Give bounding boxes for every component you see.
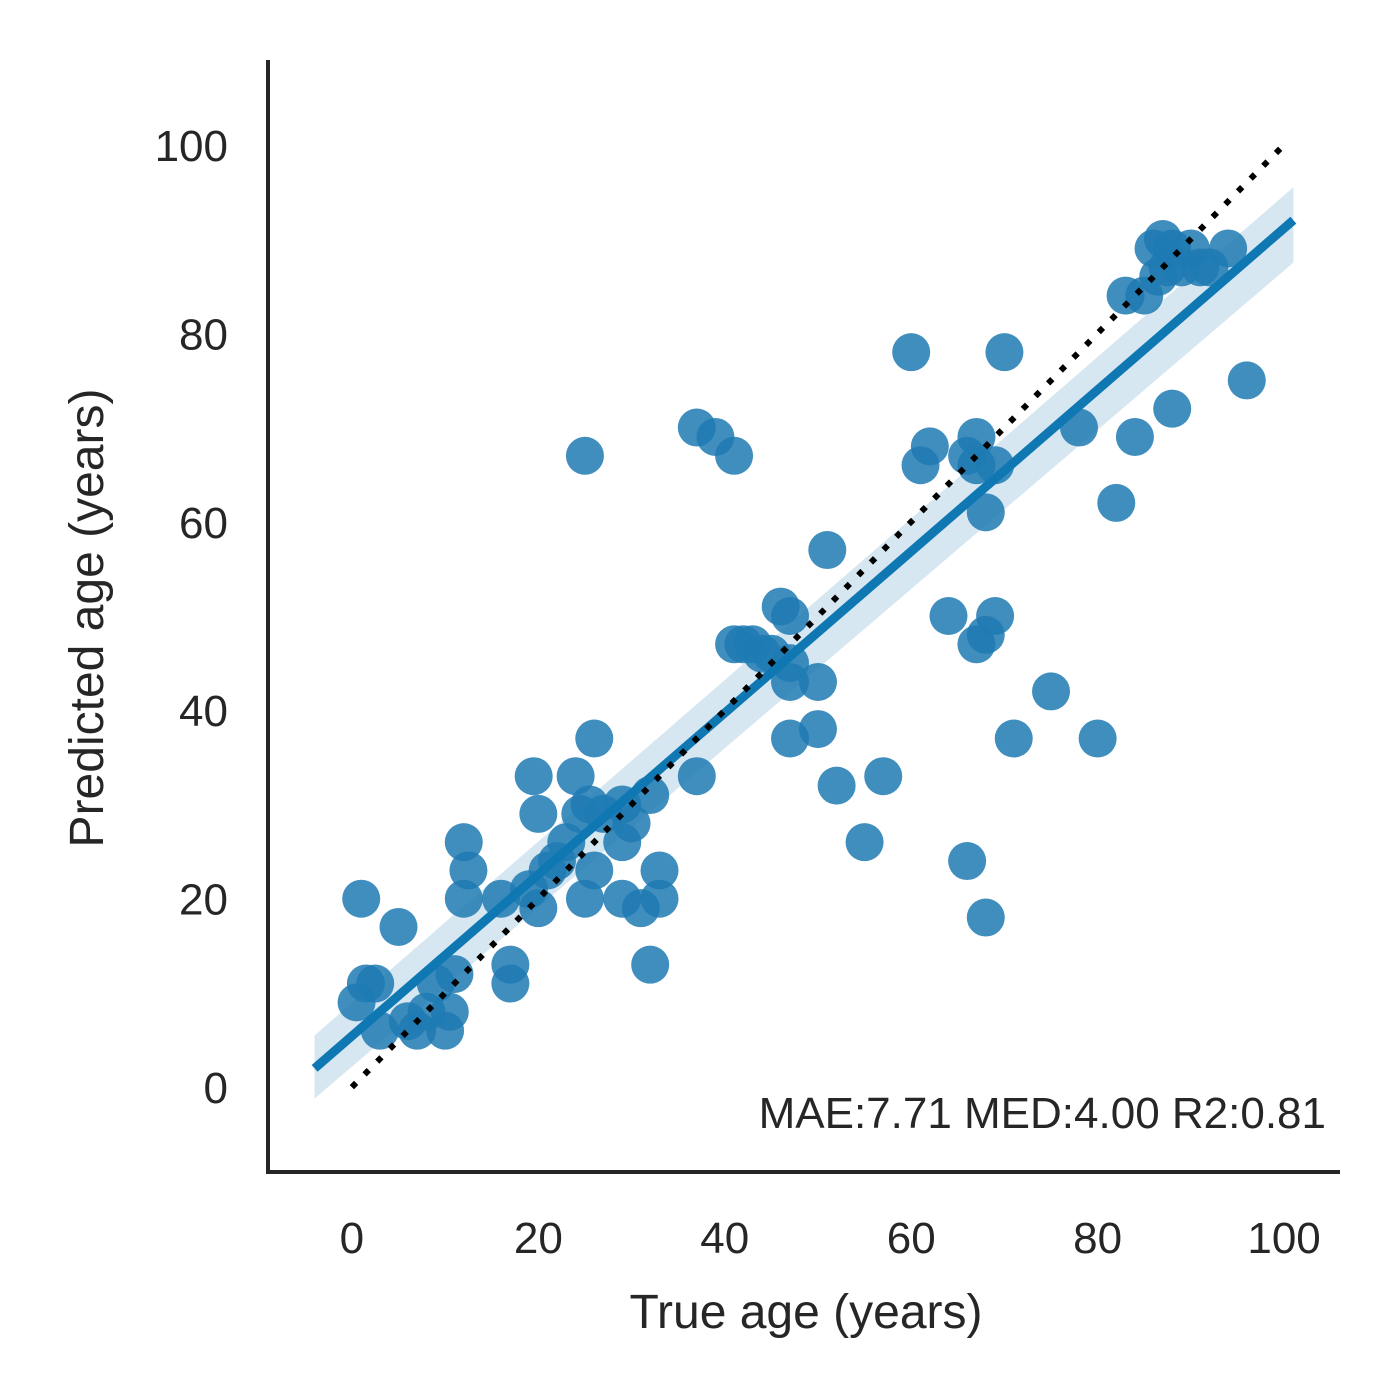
data-point — [948, 842, 987, 881]
data-point — [1115, 417, 1154, 456]
x-tick-label: 80 — [1073, 1214, 1122, 1263]
data-point — [435, 955, 474, 994]
data-point — [1153, 389, 1192, 428]
x-axis-label: True age (years) — [629, 1286, 982, 1339]
identity-line — [349, 142, 1287, 1090]
data-point — [640, 879, 679, 918]
data-point — [966, 898, 1005, 937]
x-tick-label: 100 — [1247, 1214, 1320, 1263]
data-point — [430, 992, 469, 1031]
data-point — [1209, 229, 1248, 268]
data-points-layer — [337, 220, 1266, 1050]
data-point — [892, 333, 931, 372]
data-point — [575, 851, 614, 890]
data-point — [565, 436, 604, 475]
data-point — [379, 907, 418, 946]
data-point — [449, 851, 488, 890]
x-tick-label: 60 — [887, 1214, 936, 1263]
data-point — [491, 964, 530, 1003]
y-axis-label: Predicted age (years) — [61, 389, 114, 848]
data-point — [556, 757, 595, 796]
x-tick-labels: 0 20 40 60 80 100 — [340, 1214, 1321, 1263]
data-point — [575, 719, 614, 758]
data-point — [547, 823, 586, 862]
x-tick-label: 40 — [700, 1214, 749, 1263]
data-point — [994, 719, 1033, 758]
data-point — [1227, 361, 1266, 400]
data-point — [808, 531, 847, 570]
data-point — [864, 757, 903, 796]
data-point — [798, 662, 837, 701]
data-point — [519, 794, 558, 833]
data-point — [976, 597, 1015, 635]
data-point — [985, 333, 1024, 372]
data-point — [1097, 483, 1136, 522]
y-tick-label: 100 — [155, 122, 228, 171]
data-point — [514, 757, 553, 796]
metrics-annotation: MAE:7.71 MED:4.00 R2:0.81 — [759, 1089, 1326, 1138]
y-tick-labels: 0 20 40 60 80 100 — [155, 122, 228, 1113]
lines-layer — [311, 142, 1297, 1090]
data-point — [1078, 719, 1117, 758]
data-point — [342, 879, 381, 918]
x-tick-label: 20 — [514, 1214, 563, 1263]
axes-layer — [266, 60, 1340, 1174]
data-point — [677, 757, 716, 796]
data-point — [966, 493, 1005, 532]
x-tick-label: 0 — [340, 1214, 364, 1263]
y-tick-label: 60 — [179, 499, 228, 548]
data-point — [1032, 672, 1071, 711]
data-point — [929, 597, 968, 635]
data-point — [631, 945, 670, 984]
y-tick-label: 80 — [179, 310, 228, 359]
data-point — [910, 427, 949, 466]
data-point — [640, 851, 679, 890]
data-point — [771, 662, 810, 701]
data-point — [771, 597, 810, 635]
y-tick-label: 20 — [179, 876, 228, 925]
data-point — [519, 889, 558, 928]
y-tick-label: 0 — [204, 1064, 228, 1113]
data-point — [444, 823, 483, 862]
y-tick-label: 40 — [179, 687, 228, 736]
regression-line — [311, 216, 1297, 1072]
data-point — [798, 710, 837, 749]
data-point — [612, 804, 651, 843]
data-point — [356, 964, 395, 1003]
data-point — [715, 436, 754, 475]
data-point — [817, 766, 856, 805]
data-point — [444, 879, 483, 918]
data-point — [845, 823, 884, 862]
